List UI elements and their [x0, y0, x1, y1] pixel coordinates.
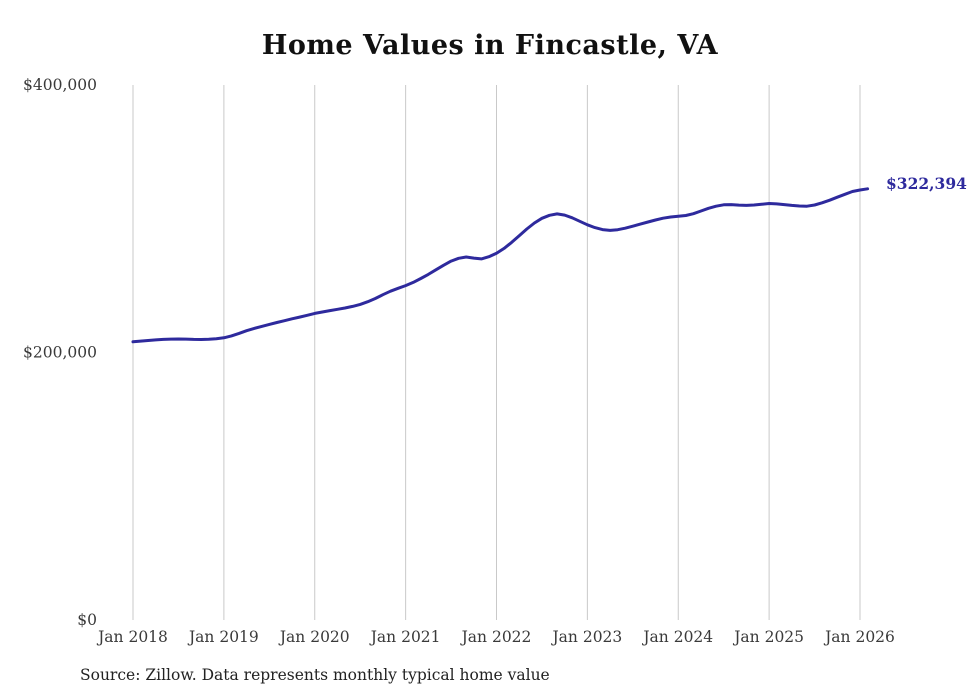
x-tick-label: Jan 2024 [641, 628, 713, 646]
x-tick-label: Jan 2021 [369, 628, 441, 646]
y-tick-label: $400,000 [23, 76, 97, 94]
home-value-line [131, 187, 870, 344]
chart-title: Home Values in Fincastle, VA [261, 30, 719, 61]
x-tick-label: Jan 2022 [460, 628, 532, 646]
x-tick-label: Jan 2019 [187, 628, 259, 646]
y-tick-label: $0 [77, 611, 97, 629]
x-tick-label: Jan 2020 [278, 628, 350, 646]
x-tick-label: Jan 2023 [550, 628, 622, 646]
y-tick-label: $200,000 [23, 344, 97, 362]
x-tick-label: Jan 2025 [732, 628, 804, 646]
x-tick-label: Jan 2018 [96, 628, 168, 646]
x-tick-label: Jan 2026 [823, 628, 895, 646]
current-value-label: $322,394 [886, 174, 967, 193]
source-note: Source: Zillow. Data represents monthly … [80, 666, 550, 684]
